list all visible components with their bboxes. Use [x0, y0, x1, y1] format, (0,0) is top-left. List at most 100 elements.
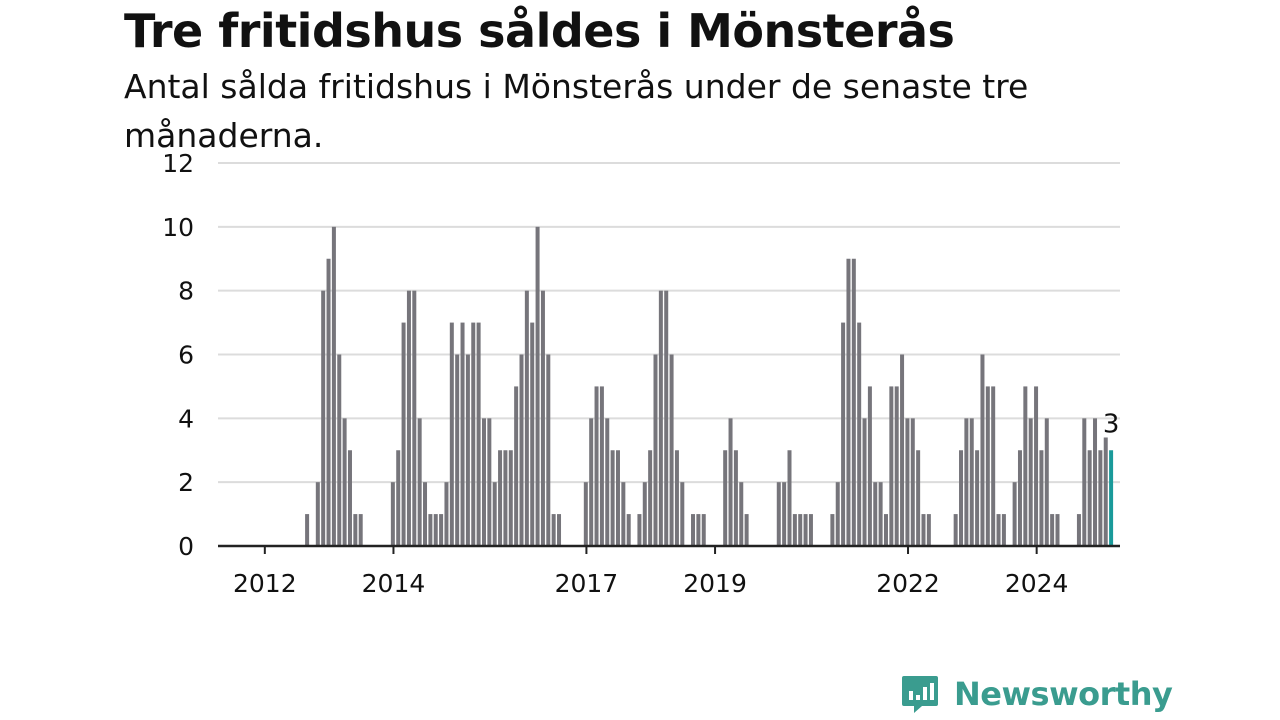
- bar: [321, 290, 326, 546]
- bar: [680, 482, 685, 546]
- bar: [905, 418, 910, 546]
- bar: [894, 386, 899, 546]
- y-tick-label: 10: [162, 213, 194, 242]
- bar: [476, 322, 481, 546]
- bar: [1076, 514, 1081, 546]
- bar: [396, 450, 401, 546]
- bar: [664, 290, 669, 546]
- bar: [401, 322, 406, 546]
- bar: [776, 482, 781, 546]
- bar: [583, 482, 588, 546]
- y-tick-label: 2: [178, 468, 194, 497]
- bar: [991, 386, 996, 546]
- bar: [728, 418, 733, 546]
- bar-highlight: [1109, 450, 1114, 546]
- latest-value-label: 3: [1103, 409, 1120, 439]
- bar: [1082, 418, 1087, 546]
- bar: [696, 514, 701, 546]
- x-tick-label: 2019: [683, 569, 747, 598]
- bar: [1098, 450, 1103, 546]
- bar: [621, 482, 626, 546]
- bar: [878, 482, 883, 546]
- bar: [594, 386, 599, 546]
- bar: [803, 514, 808, 546]
- bar: [337, 354, 342, 546]
- bar: [723, 450, 728, 546]
- chart-title: Tre fritidshus såldes i Mönsterås: [124, 4, 955, 58]
- bar: [1093, 418, 1098, 546]
- bar: [851, 258, 856, 546]
- bar: [980, 354, 985, 546]
- bar: [867, 386, 872, 546]
- bar: [487, 418, 492, 546]
- bar: [846, 258, 851, 546]
- bar: [653, 354, 658, 546]
- bar: [444, 482, 449, 546]
- bar: [916, 450, 921, 546]
- y-tick-label: 12: [162, 149, 194, 178]
- bar: [610, 450, 615, 546]
- bar: [503, 450, 508, 546]
- x-tick-label: 2022: [876, 569, 940, 598]
- bar: [1023, 386, 1028, 546]
- y-tick-label: 6: [178, 341, 194, 370]
- newsworthy-logo: Newsworthy: [900, 670, 1173, 718]
- y-tick-label: 4: [178, 404, 194, 433]
- bar: [637, 514, 642, 546]
- bar: [492, 482, 497, 546]
- bar: [331, 226, 336, 547]
- bar: [1034, 386, 1039, 546]
- bar: [744, 514, 749, 546]
- bar: [417, 418, 422, 546]
- bar: [498, 450, 503, 546]
- bar: [959, 450, 964, 546]
- bar: [551, 514, 556, 546]
- x-tick-label: 2012: [233, 569, 297, 598]
- bar: [433, 514, 438, 546]
- bar: [674, 450, 679, 546]
- bar: [347, 450, 352, 546]
- bar: [455, 354, 460, 546]
- bar: [428, 514, 433, 546]
- bar: [530, 322, 535, 546]
- bar: [1044, 418, 1049, 546]
- bar: [1055, 514, 1060, 546]
- bar: [642, 482, 647, 546]
- bar: [460, 322, 465, 546]
- bar: [787, 450, 792, 546]
- bar: [792, 514, 797, 546]
- bar: [599, 386, 604, 546]
- bar: [406, 290, 411, 546]
- bar: [733, 450, 738, 546]
- bar: [535, 226, 540, 547]
- bar: [921, 514, 926, 546]
- bar: [969, 418, 974, 546]
- bar: [342, 418, 347, 546]
- bar: [862, 418, 867, 546]
- bar: [615, 450, 620, 546]
- y-tick-label: 8: [178, 277, 194, 306]
- bar: [449, 322, 454, 546]
- bar: [315, 482, 320, 546]
- bar: [964, 418, 969, 546]
- bar: [423, 482, 428, 546]
- bar: [808, 514, 813, 546]
- logo-chart-icon: [902, 676, 938, 713]
- bar: [1087, 450, 1092, 546]
- bar: [439, 514, 444, 546]
- bar: [514, 386, 519, 546]
- bar: [546, 354, 551, 546]
- x-tick-label: 2024: [1005, 569, 1069, 598]
- bar: [1012, 482, 1017, 546]
- bar: [1039, 450, 1044, 546]
- bar: [540, 290, 545, 546]
- bar: [519, 354, 524, 546]
- x-tick-label: 2017: [555, 569, 619, 598]
- x-tick-label: 2014: [362, 569, 426, 598]
- bar: [471, 322, 476, 546]
- bar: [889, 386, 894, 546]
- bar: [985, 386, 990, 546]
- bar: [358, 514, 363, 546]
- bar: [626, 514, 631, 546]
